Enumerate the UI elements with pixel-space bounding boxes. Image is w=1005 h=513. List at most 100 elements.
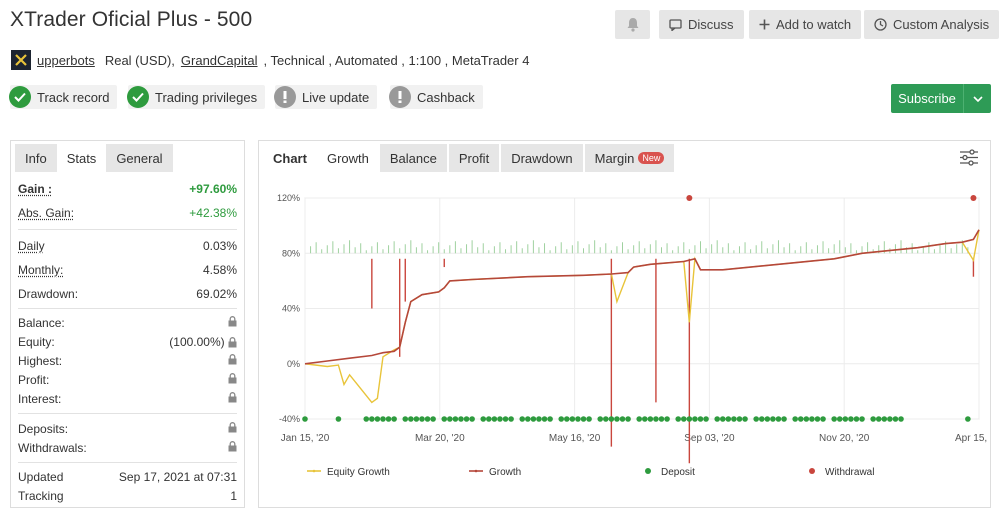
- deposit-point: [580, 416, 587, 422]
- deposit-point: [363, 416, 370, 422]
- deposit-point: [480, 416, 487, 422]
- chevron-down-icon[interactable]: [963, 84, 991, 113]
- broker-link[interactable]: GrandCapital: [180, 52, 258, 68]
- stat-abs-gain: Abs. Gain: +42.38%: [18, 206, 237, 220]
- deposit-point: [625, 416, 631, 422]
- deposit-point: [430, 416, 436, 422]
- legend-label: Deposit: [661, 467, 695, 478]
- add-to-watch-button[interactable]: Add to watch: [749, 10, 862, 39]
- check-icon: [127, 86, 149, 108]
- badge-cashback: Cashback: [389, 85, 483, 109]
- badge-label: Trading privileges: [155, 89, 258, 105]
- deposit-point: [658, 416, 665, 422]
- plus-icon: [759, 19, 770, 30]
- badge-live-update: Live update: [274, 85, 378, 109]
- deposit-point: [875, 416, 882, 422]
- y-tick-label: 40%: [282, 304, 300, 314]
- x-tick-label: May 16, '20: [549, 433, 601, 444]
- user-link[interactable]: upperbots: [37, 52, 95, 68]
- deposit-point: [408, 416, 414, 422]
- lock-icon: [228, 441, 237, 452]
- legend-marker: [809, 468, 815, 474]
- badge-label: Cashback: [417, 89, 475, 105]
- deposit-point: [558, 416, 565, 422]
- y-tick-label: -40%: [279, 414, 300, 424]
- tab-balance[interactable]: Balance: [379, 144, 447, 172]
- deposit-point: [664, 416, 670, 422]
- chat-icon: [669, 18, 682, 31]
- chart-panel: Chart Growth Balance Profit Drawdown Mar…: [258, 140, 991, 508]
- stat-equity: Equity: (100.00%): [18, 335, 237, 349]
- exclamation-icon: [274, 86, 296, 108]
- deposit-point: [892, 416, 899, 422]
- tab-profit[interactable]: Profit: [448, 144, 500, 172]
- deposit-point: [385, 416, 392, 422]
- tab-drawdown[interactable]: Drawdown: [501, 144, 583, 172]
- growth-chart: 120% 80% 40% 0% -40% Jan 15, '20 Mar 20, '20 Ma…: [277, 193, 990, 478]
- deposit-point: [770, 416, 776, 422]
- deposit-point: [725, 416, 732, 422]
- deposit-point: [653, 416, 659, 422]
- stat-daily: Daily 0.03%: [18, 239, 237, 253]
- badge-label: Live update: [302, 89, 370, 105]
- deposit-point: [641, 416, 648, 422]
- deposit-point: [413, 416, 420, 422]
- chart-settings-icon[interactable]: [959, 149, 979, 166]
- add-to-watch-label: Add to watch: [776, 17, 852, 32]
- growth-line: [304, 229, 980, 365]
- bell-icon: [627, 18, 638, 32]
- lock-icon: [228, 337, 237, 348]
- lock-icon: [228, 354, 237, 365]
- deposit-point: [814, 416, 821, 422]
- custom-analysis-button[interactable]: Custom Analysis: [864, 10, 1000, 39]
- deposit-point: [781, 416, 787, 422]
- deposit-point: [736, 416, 743, 422]
- tab-chart[interactable]: Chart: [263, 144, 317, 172]
- deposit-point: [859, 416, 865, 422]
- y-tick-label: 120%: [277, 193, 300, 203]
- withdrawal-point: [970, 195, 977, 201]
- deposit-point: [792, 416, 798, 422]
- tab-info[interactable]: Info: [15, 144, 57, 172]
- badge-trading-privileges: Trading privileges: [127, 85, 266, 109]
- subscribe-button[interactable]: Subscribe: [891, 84, 991, 113]
- subscribe-label: Subscribe: [898, 91, 956, 106]
- notify-button[interactable]: [615, 10, 650, 39]
- deposit-point: [447, 416, 453, 422]
- legend-marker: [474, 469, 478, 473]
- deposit-point: [714, 416, 720, 422]
- lock-icon: [228, 422, 237, 433]
- deposit-point: [491, 416, 498, 422]
- y-tick-label: 0%: [287, 359, 300, 369]
- tab-growth[interactable]: Growth: [316, 144, 379, 172]
- deposit-point: [547, 416, 553, 422]
- stat-highest: Highest:: [18, 354, 237, 368]
- deposit-point: [452, 416, 459, 422]
- tab-margin[interactable]: Margin New: [584, 144, 675, 172]
- check-icon: [9, 86, 31, 108]
- tab-general[interactable]: General: [106, 144, 173, 172]
- discuss-button[interactable]: Discuss: [659, 10, 744, 39]
- divider: [18, 413, 237, 414]
- legend-label: Equity Growth: [327, 467, 390, 478]
- deposit-point: [898, 416, 904, 422]
- deposit-point: [703, 416, 709, 422]
- tab-stats[interactable]: Stats: [56, 144, 107, 172]
- deposit-point: [463, 416, 470, 422]
- deposit-point: [419, 416, 425, 422]
- deposit-point: [820, 416, 826, 422]
- deposit-point: [697, 416, 704, 422]
- stats-panel: Info Stats General Gain : +97.60% Abs. G…: [10, 140, 245, 508]
- deposit-point: [536, 416, 542, 422]
- deposit-point: [402, 416, 409, 422]
- deposit-point: [508, 416, 514, 422]
- deposit-point: [692, 416, 698, 422]
- deposit-point: [775, 416, 782, 422]
- user-avatar: [11, 50, 31, 70]
- deposit-point: [586, 416, 592, 422]
- legend-label: Growth: [489, 467, 521, 478]
- y-tick-label: 80%: [282, 248, 300, 258]
- stats-tabs: Info Stats General: [15, 144, 244, 174]
- deposit-point: [853, 416, 860, 422]
- deposit-point: [848, 416, 854, 422]
